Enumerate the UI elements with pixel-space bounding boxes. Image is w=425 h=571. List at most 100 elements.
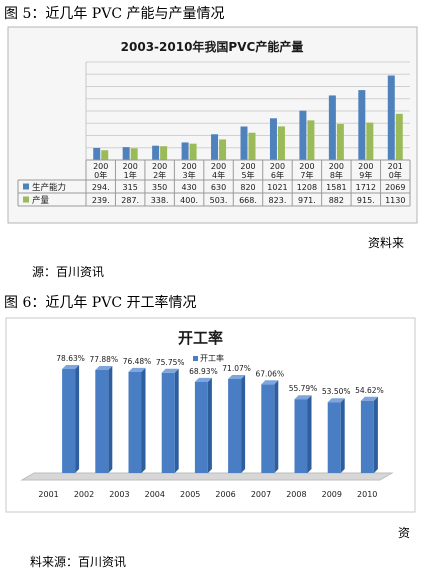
data-label: 338. — [151, 196, 169, 205]
data-label: 882 — [329, 196, 344, 205]
data-label: 315 — [123, 183, 138, 192]
output-bar-4 — [189, 143, 197, 160]
data-label: 54.62% — [355, 386, 384, 395]
rate-bar-9 — [327, 402, 341, 473]
category-label: 200 — [270, 162, 285, 171]
data-label: 430 — [181, 183, 196, 192]
category-label: 200 — [181, 162, 196, 171]
data-label: 820 — [240, 183, 255, 192]
category-label: 200 — [299, 162, 314, 171]
data-label: 503. — [210, 196, 228, 205]
rate-bar-side-5 — [207, 377, 212, 473]
category-label: 8年 — [330, 170, 343, 180]
category-label: 200 — [152, 162, 167, 171]
data-label: 1581 — [326, 183, 346, 192]
rate-bar-top-10 — [360, 396, 378, 401]
data-label: 78.63% — [56, 354, 85, 363]
output-bar-10 — [366, 122, 374, 160]
output-bar-11 — [395, 113, 403, 160]
data-label: 1712 — [356, 183, 376, 192]
rate-bar-top-5 — [194, 377, 212, 382]
figure-5-source-line-2: 源：百川资讯 — [32, 265, 105, 279]
data-label: 55.79% — [289, 384, 318, 393]
data-label: 287. — [121, 196, 139, 205]
data-label: 68.93% — [189, 367, 218, 376]
data-label: 53.50% — [322, 387, 351, 396]
rate-bar-side-1 — [75, 365, 80, 473]
category-label: 0年 — [389, 170, 402, 180]
rate-bar-top-2 — [95, 365, 113, 370]
output-bar-5 — [219, 139, 227, 160]
rate-bar-side-3 — [141, 367, 146, 473]
rate-bar-side-4 — [174, 368, 179, 473]
chart-frame — [7, 26, 418, 224]
legend-label: 生产能力 — [32, 182, 66, 193]
output-bar-6 — [248, 132, 256, 160]
capacity-bar-8 — [299, 110, 307, 160]
category-label: 5年 — [241, 170, 254, 180]
data-label: 630 — [211, 183, 226, 192]
legend-swatch — [193, 356, 198, 361]
capacity-bar-7 — [269, 118, 277, 160]
data-label: 823. — [269, 196, 287, 205]
rate-bar-top-3 — [128, 367, 146, 372]
chart-title: 2003-2010年我国PVC产能产量 — [121, 39, 304, 54]
figure-5-source-line-1: 资料来 — [368, 236, 405, 250]
legend-swatch — [23, 196, 29, 203]
rate-bar-top-6 — [228, 374, 246, 379]
data-label: 67.06% — [255, 369, 284, 378]
data-label: 294. — [92, 183, 110, 192]
rate-bar-side-8 — [307, 395, 312, 473]
data-label: 71.07% — [222, 364, 251, 373]
rate-bar-top-8 — [294, 395, 312, 400]
x-tick-label: 2009 — [322, 490, 342, 499]
capacity-bar-10 — [358, 90, 366, 160]
capacity-bar-2 — [122, 147, 130, 160]
rate-bar-3 — [128, 371, 142, 473]
category-label: 2年 — [153, 170, 166, 180]
data-label: 915. — [357, 196, 375, 205]
x-tick-label: 2002 — [74, 490, 94, 499]
category-label: 200 — [329, 162, 344, 171]
data-label: 76.48% — [123, 357, 152, 366]
data-label: 350 — [152, 183, 167, 192]
x-tick-label: 2004 — [145, 490, 165, 499]
category-label: 201 — [388, 162, 403, 171]
figure-6-source-line-1: 资 — [398, 526, 411, 540]
rate-bar-side-6 — [241, 374, 246, 473]
capacity-bar-5 — [211, 134, 219, 160]
rate-bar-side-7 — [274, 380, 279, 473]
rate-bar-side-9 — [340, 398, 345, 473]
x-tick-label: 2010 — [357, 490, 377, 499]
data-label: 971. — [298, 196, 316, 205]
output-bar-7 — [277, 126, 285, 160]
rate-bar-2 — [95, 369, 109, 473]
category-label: 1年 — [124, 170, 137, 180]
data-label: 75.75% — [156, 358, 185, 367]
legend-swatch — [23, 183, 29, 190]
category-label: 6年 — [271, 170, 284, 180]
capacity-bar-4 — [181, 142, 189, 160]
output-bar-9 — [336, 123, 344, 160]
data-label: 1208 — [297, 183, 317, 192]
category-label: 200 — [358, 162, 373, 171]
rate-bar-7 — [261, 384, 275, 473]
legend-label: 开工率 — [200, 353, 224, 363]
category-label: 200 — [123, 162, 138, 171]
x-tick-label: 2003 — [109, 490, 129, 499]
capacity-bar-1 — [93, 147, 101, 160]
rate-bar-top-1 — [62, 365, 80, 369]
category-label: 200 — [211, 162, 226, 171]
rate-bar-top-9 — [327, 398, 345, 403]
category-label: 3年 — [183, 170, 196, 180]
capacity-bar-3 — [152, 145, 160, 160]
capacity-bar-9 — [328, 95, 336, 160]
rate-bar-4 — [161, 372, 175, 473]
output-bar-8 — [307, 120, 315, 160]
rate-bar-5 — [194, 381, 208, 473]
rate-bar-1 — [62, 369, 76, 473]
data-label: 239. — [92, 196, 110, 205]
x-tick-label: 2006 — [215, 490, 235, 499]
category-label: 7年 — [300, 170, 313, 180]
